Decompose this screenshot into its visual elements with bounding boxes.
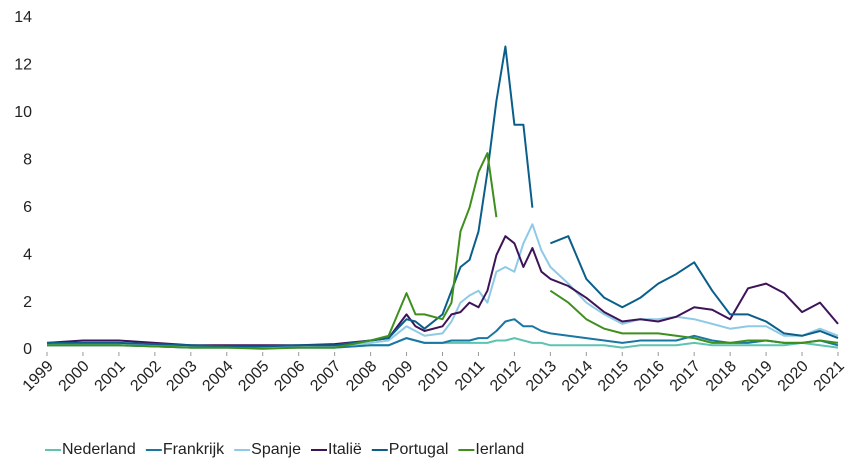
legend-label: Portugal bbox=[389, 441, 449, 458]
x-tick-label: 2008 bbox=[343, 358, 380, 395]
y-tick-label: 4 bbox=[23, 246, 32, 263]
x-tick-label: 2015 bbox=[595, 358, 632, 395]
series-line bbox=[46, 235, 839, 347]
x-tick-label: 2001 bbox=[92, 358, 129, 395]
y-tick-label: 14 bbox=[14, 9, 32, 26]
x-tick-label: 2012 bbox=[487, 358, 524, 395]
y-tick-label: 0 bbox=[23, 341, 32, 358]
x-tick-label: 2019 bbox=[739, 358, 776, 395]
x-tick-label: 2006 bbox=[271, 358, 308, 395]
x-tick-label: 2014 bbox=[559, 358, 596, 395]
x-tick-label: 2013 bbox=[523, 358, 560, 395]
legend-label: Frankrijk bbox=[163, 441, 225, 458]
series-line bbox=[47, 223, 839, 349]
legend-label: Ierland bbox=[475, 441, 524, 458]
x-tick-label: 2020 bbox=[775, 358, 812, 395]
x-tick-label: 2009 bbox=[379, 358, 416, 395]
y-tick-label: 8 bbox=[23, 152, 32, 169]
legend-label: Italië bbox=[328, 441, 362, 458]
x-tick-label: 2003 bbox=[163, 358, 200, 395]
x-tick-label: 2004 bbox=[199, 358, 236, 395]
series-line bbox=[47, 152, 839, 350]
x-tick-label: 2016 bbox=[631, 358, 668, 395]
y-tick-label: 2 bbox=[23, 294, 32, 311]
y-tick-label: 6 bbox=[23, 199, 32, 216]
y-tick-label: 10 bbox=[14, 104, 32, 121]
x-tick-label: 2017 bbox=[667, 358, 704, 395]
x-tick-label: 2007 bbox=[307, 358, 344, 395]
x-tick-label: 2011 bbox=[452, 358, 488, 394]
y-tick-label: 12 bbox=[14, 57, 32, 74]
x-tick-label: 2000 bbox=[56, 358, 93, 395]
x-tick-label: 2005 bbox=[235, 358, 272, 395]
legend-label: Nederland bbox=[62, 441, 136, 458]
legend-label: Spanje bbox=[251, 441, 301, 458]
x-tick-label: 2002 bbox=[127, 358, 164, 395]
series-line bbox=[47, 45, 839, 348]
x-tick-label: 2010 bbox=[415, 358, 452, 395]
x-tick-label: 2018 bbox=[703, 358, 740, 395]
x-tick-label: 1999 bbox=[20, 358, 57, 395]
x-tick-label: 2021 bbox=[811, 358, 846, 395]
